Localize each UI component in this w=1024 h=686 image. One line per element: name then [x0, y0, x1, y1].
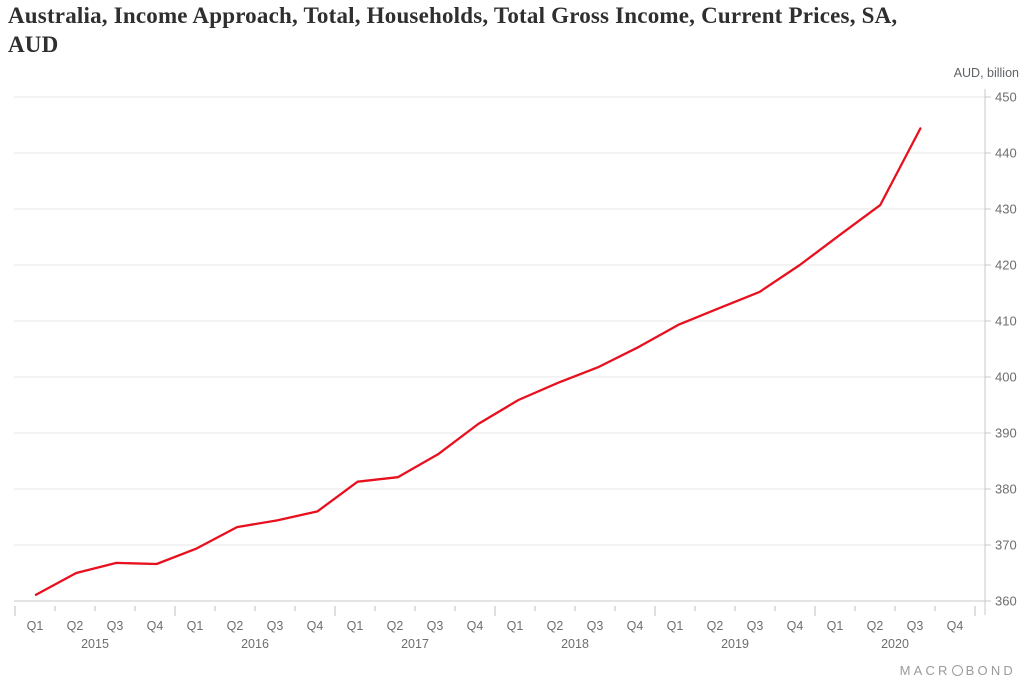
income-series-line	[34, 127, 922, 596]
x-quarter-label: Q4	[947, 619, 964, 633]
x-quarter-label: Q3	[587, 619, 604, 633]
macrobond-o-icon	[951, 665, 963, 676]
x-quarter-label: Q2	[67, 619, 84, 633]
y-tick-label: 420	[995, 258, 1017, 273]
x-quarter-label: Q3	[107, 619, 124, 633]
x-year-label: 2017	[401, 637, 429, 651]
x-quarter-label: Q1	[187, 619, 204, 633]
y-tick-label: 360	[995, 594, 1017, 609]
x-year-label: 2016	[241, 637, 269, 651]
x-quarter-label: Q2	[707, 619, 724, 633]
x-quarter-label: Q3	[747, 619, 764, 633]
x-quarter-label: Q3	[907, 619, 924, 633]
x-quarter-label: Q1	[347, 619, 364, 633]
x-quarter-label: Q2	[547, 619, 564, 633]
x-quarter-label: Q4	[307, 619, 324, 633]
y-tick-label: 370	[995, 538, 1017, 553]
y-axis-unit-label: AUD, billion	[953, 66, 1019, 80]
x-quarter-label: Q1	[27, 619, 44, 633]
x-quarter-label: Q4	[467, 619, 484, 633]
macrobond-logo: MACR BOND	[900, 663, 1016, 678]
macrobond-logo-right: BOND	[965, 663, 1016, 678]
x-quarter-label: Q2	[227, 619, 244, 633]
x-quarter-label: Q4	[627, 619, 644, 633]
x-quarter-label: Q1	[667, 619, 684, 633]
x-quarter-label: Q3	[267, 619, 284, 633]
x-quarter-label: Q2	[387, 619, 404, 633]
y-tick-label: 440	[995, 146, 1017, 161]
y-tick-label: 410	[995, 314, 1017, 329]
x-quarter-label: Q3	[427, 619, 444, 633]
y-tick-label: 380	[995, 482, 1017, 497]
macrobond-logo-left: MACR	[899, 663, 951, 678]
x-year-label: 2020	[881, 637, 909, 651]
chart-title: Australia, Income Approach, Total, House…	[8, 3, 898, 57]
y-tick-label: 450	[995, 90, 1017, 105]
y-tick-label: 390	[995, 426, 1017, 441]
x-quarter-label: Q1	[507, 619, 524, 633]
x-quarter-label: Q4	[787, 619, 804, 633]
x-quarter-label: Q1	[827, 619, 844, 633]
y-tick-label: 400	[995, 370, 1017, 385]
x-year-label: 2019	[721, 637, 749, 651]
x-year-label: 2015	[81, 637, 109, 651]
x-year-label: 2018	[561, 637, 589, 651]
x-quarter-label: Q2	[867, 619, 884, 633]
x-quarter-label: Q4	[147, 619, 164, 633]
y-tick-label: 430	[995, 202, 1017, 217]
